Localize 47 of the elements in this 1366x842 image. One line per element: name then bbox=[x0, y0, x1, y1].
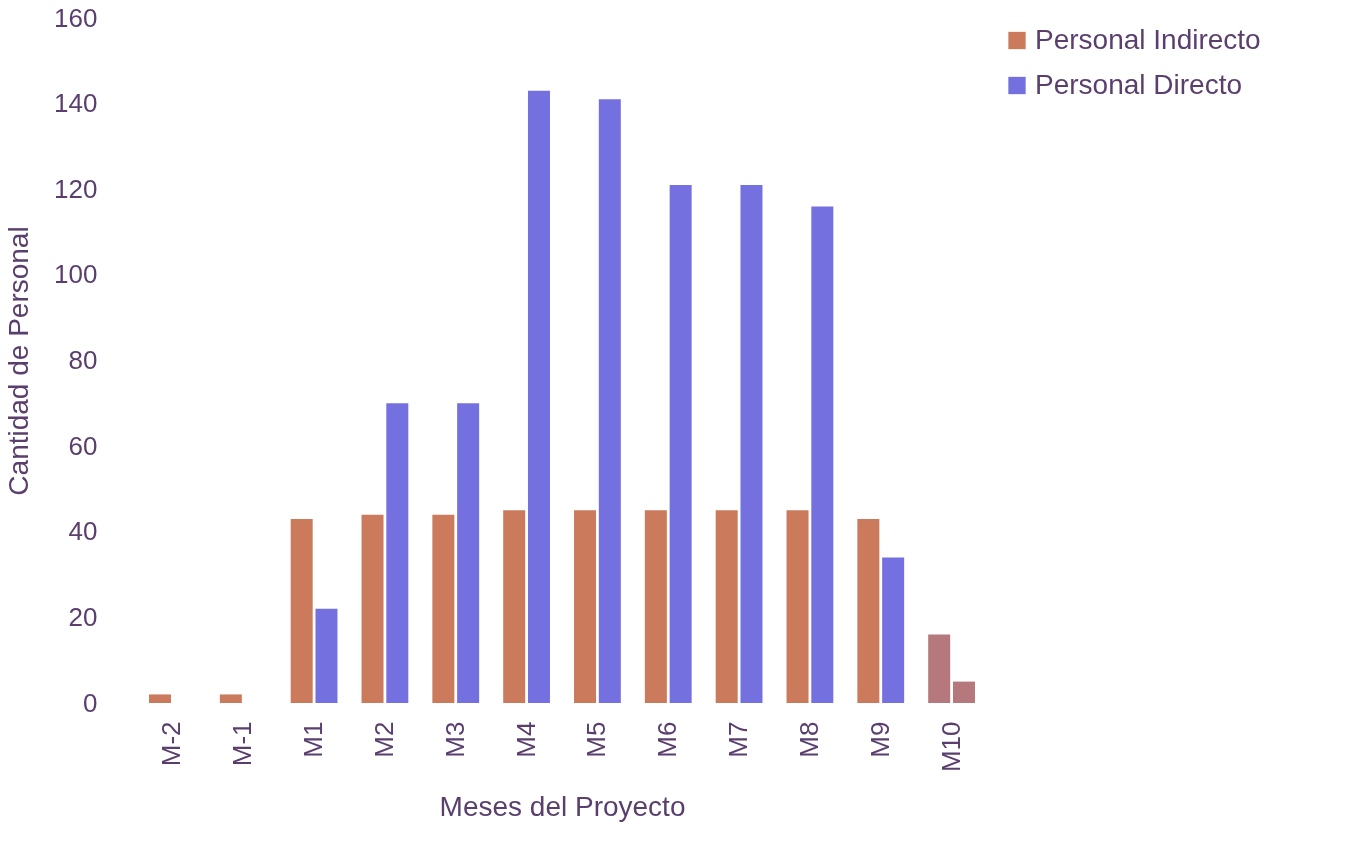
y-tick-label: 100 bbox=[54, 259, 98, 290]
x-tick-label: M-1 bbox=[227, 721, 258, 767]
x-tick-label: M4 bbox=[510, 721, 541, 758]
y-tick-label: 40 bbox=[68, 516, 98, 547]
x-tick-label: M8 bbox=[793, 721, 824, 758]
bar bbox=[149, 694, 172, 703]
y-tick-label: 0 bbox=[83, 687, 98, 718]
bar bbox=[361, 514, 384, 703]
bar bbox=[928, 634, 951, 703]
x-tick-label: M9 bbox=[864, 721, 895, 758]
y-axis-title: Cantidad de Personal bbox=[3, 226, 35, 496]
legend-label: Personal Directo bbox=[1035, 68, 1242, 100]
x-tick-label: M3 bbox=[439, 721, 470, 758]
x-tick-label: M6 bbox=[652, 721, 683, 758]
y-tick-label: 20 bbox=[68, 601, 98, 632]
x-axis-title: Meses del Proyecto bbox=[439, 791, 686, 823]
bar bbox=[527, 90, 550, 703]
x-tick-label: M5 bbox=[581, 721, 612, 758]
x-tick-label: M1 bbox=[298, 721, 329, 758]
y-tick-label: 160 bbox=[54, 2, 98, 33]
bar bbox=[432, 514, 455, 703]
bar bbox=[882, 557, 905, 703]
y-tick-label: 80 bbox=[68, 345, 98, 375]
y-tick-label: 120 bbox=[54, 173, 98, 204]
bar bbox=[811, 206, 834, 703]
bar bbox=[457, 403, 480, 703]
x-tick-label: M7 bbox=[723, 721, 754, 758]
bar bbox=[315, 608, 338, 703]
bar bbox=[952, 681, 975, 703]
y-tick-label: 60 bbox=[68, 430, 98, 461]
x-tick-label: M2 bbox=[368, 721, 399, 758]
x-tick-label: M10 bbox=[935, 721, 966, 773]
y-tick-label: 140 bbox=[54, 88, 98, 119]
bar bbox=[786, 510, 809, 703]
legend-label: Personal Indirecto bbox=[1035, 23, 1261, 55]
bar bbox=[219, 694, 242, 703]
bar bbox=[598, 99, 621, 703]
bar bbox=[740, 184, 763, 703]
x-tick-label: M-2 bbox=[156, 721, 187, 767]
bar bbox=[503, 510, 526, 703]
bar bbox=[574, 510, 597, 703]
bar bbox=[290, 518, 313, 703]
bar bbox=[669, 184, 692, 703]
bar bbox=[644, 510, 667, 703]
bar bbox=[386, 403, 409, 703]
bar bbox=[715, 510, 738, 703]
bar bbox=[857, 518, 880, 703]
